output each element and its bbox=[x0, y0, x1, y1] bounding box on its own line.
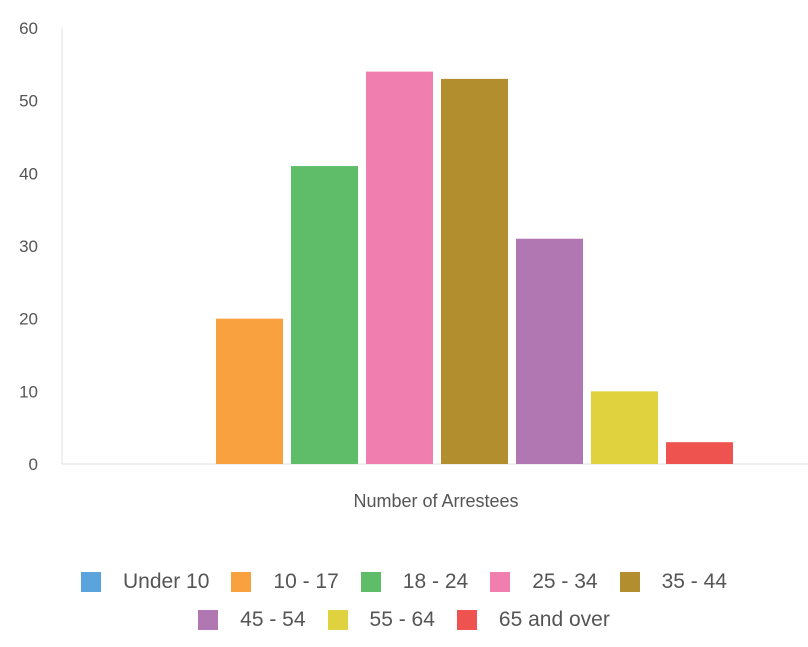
bar[interactable] bbox=[441, 78, 508, 464]
legend-swatch bbox=[198, 610, 219, 630]
y-tick-label: 20 bbox=[19, 310, 38, 329]
legend-label: 10 - 17 bbox=[273, 570, 339, 593]
bar[interactable] bbox=[291, 166, 358, 465]
legend-item[interactable]: 55 - 64 bbox=[327, 608, 435, 632]
bars-group bbox=[216, 71, 733, 465]
legend-swatch bbox=[619, 572, 640, 592]
bar[interactable] bbox=[516, 238, 583, 464]
bar[interactable] bbox=[216, 318, 283, 464]
legend-item[interactable]: 45 - 54 bbox=[198, 608, 306, 632]
bar[interactable] bbox=[666, 442, 733, 464]
y-tick-label: 30 bbox=[19, 237, 38, 256]
legend-swatch bbox=[81, 572, 102, 592]
legend: Under 10 10 - 17 18 - 24 25 - 34 35 - 44 45 -… bbox=[40, 570, 768, 632]
legend-label: 18 - 24 bbox=[402, 570, 469, 593]
legend-item[interactable]: 65 and over bbox=[456, 608, 610, 632]
legend-label: 25 - 34 bbox=[532, 570, 598, 593]
y-tick-label: 10 bbox=[19, 382, 38, 401]
legend-item[interactable]: 35 - 44 bbox=[619, 570, 727, 594]
legend-swatch bbox=[327, 610, 348, 630]
legend-label: 55 - 64 bbox=[369, 608, 435, 631]
legend-label: 45 - 54 bbox=[240, 608, 306, 631]
y-tick-label: 0 bbox=[29, 455, 38, 474]
legend-swatch bbox=[231, 572, 252, 592]
legend-swatch bbox=[360, 572, 381, 592]
legend-item[interactable]: Under 10 bbox=[81, 570, 209, 594]
legend-swatch bbox=[456, 610, 477, 630]
bar[interactable] bbox=[366, 71, 433, 464]
legend-label: 35 - 44 bbox=[661, 570, 727, 593]
legend-swatch bbox=[490, 572, 511, 592]
legend-item[interactable]: 25 - 34 bbox=[490, 570, 598, 594]
x-axis-title: Number of Arrestees bbox=[353, 491, 518, 511]
bar[interactable] bbox=[591, 391, 658, 464]
y-axis-ticks: 0 10 20 30 40 50 60 bbox=[19, 19, 38, 474]
y-tick-label: 50 bbox=[19, 92, 38, 111]
legend-item[interactable]: 10 - 17 bbox=[231, 570, 339, 594]
legend-item[interactable]: 18 - 24 bbox=[360, 570, 469, 594]
legend-label: Under 10 bbox=[123, 570, 210, 593]
y-tick-label: 40 bbox=[19, 164, 38, 183]
legend-label: 65 and over bbox=[498, 608, 610, 631]
y-tick-label: 60 bbox=[19, 19, 38, 38]
